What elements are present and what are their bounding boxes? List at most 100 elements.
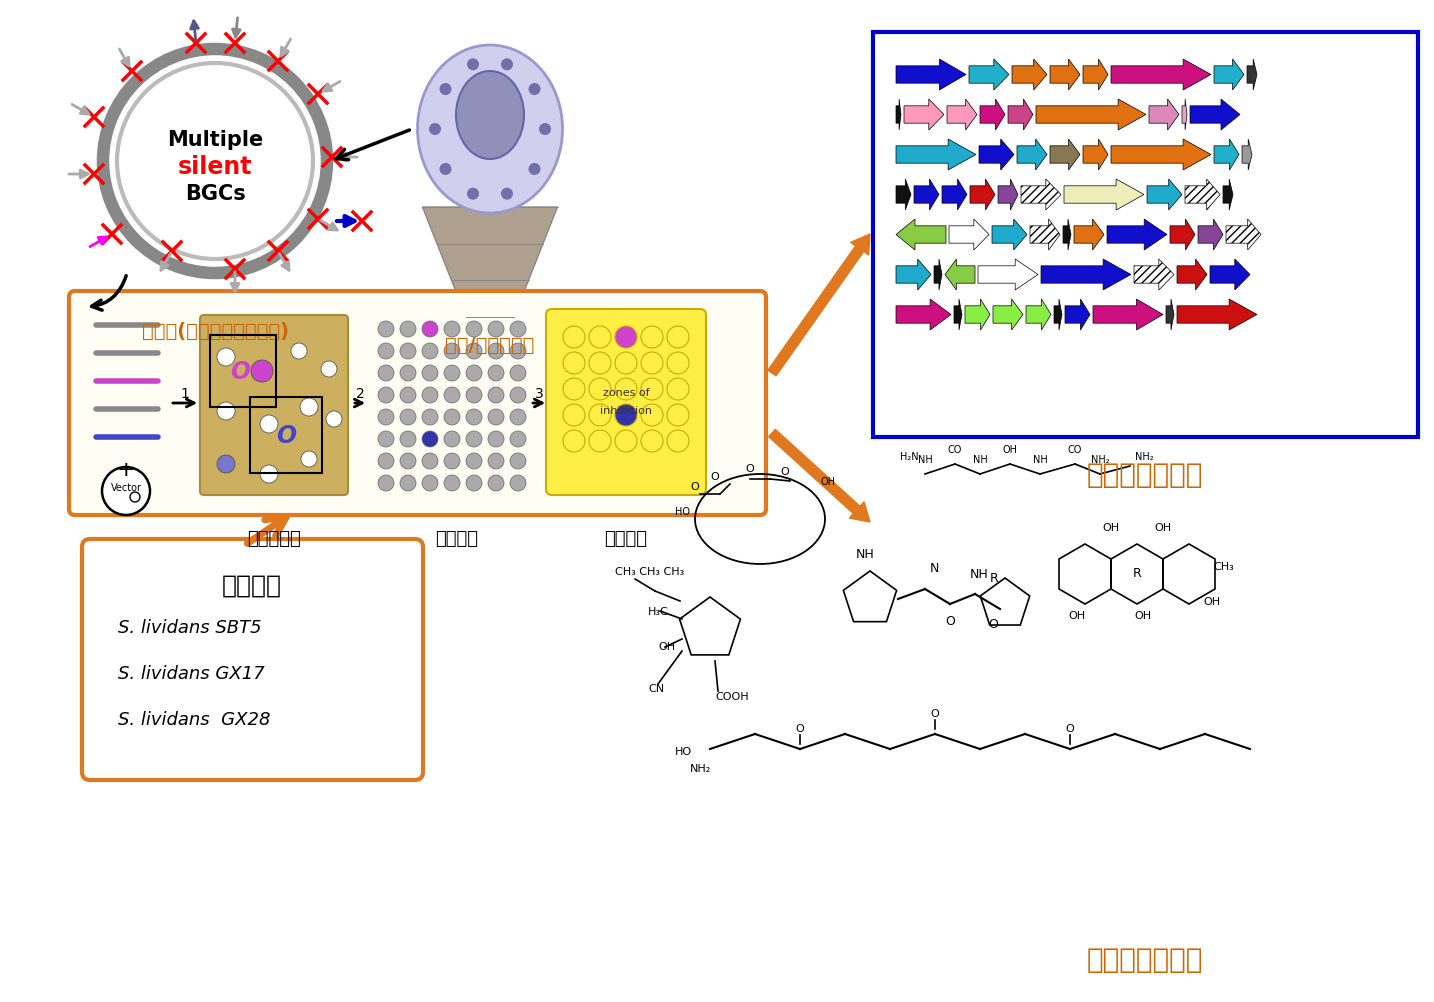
Text: OH: OH [1002, 445, 1018, 455]
Polygon shape [896, 100, 901, 131]
Circle shape [511, 344, 526, 360]
Text: 抗菌筛选: 抗菌筛选 [605, 529, 648, 547]
Polygon shape [942, 179, 967, 210]
Polygon shape [934, 260, 942, 291]
Circle shape [326, 412, 341, 428]
Polygon shape [1210, 260, 1250, 291]
Circle shape [641, 405, 663, 427]
Text: CO: CO [1068, 445, 1083, 455]
Circle shape [589, 327, 611, 349]
Circle shape [429, 124, 442, 136]
Polygon shape [969, 60, 1010, 91]
Polygon shape [1021, 179, 1061, 210]
Text: S. lividans  GX28: S. lividans GX28 [118, 710, 271, 728]
Text: O: O [1065, 723, 1074, 733]
Circle shape [445, 432, 460, 448]
Polygon shape [1248, 60, 1258, 91]
Circle shape [379, 454, 394, 470]
Polygon shape [1190, 100, 1240, 131]
FancyBboxPatch shape [82, 539, 423, 781]
Text: inhibition: inhibition [599, 406, 652, 416]
Text: O: O [796, 723, 804, 733]
Text: O: O [988, 617, 998, 630]
Polygon shape [1166, 300, 1174, 331]
Circle shape [488, 344, 503, 360]
Text: OH: OH [1103, 522, 1120, 532]
Text: O: O [780, 467, 789, 477]
Circle shape [379, 410, 394, 426]
Polygon shape [1149, 100, 1179, 131]
Polygon shape [1012, 60, 1047, 91]
Circle shape [379, 432, 394, 448]
Circle shape [400, 432, 416, 448]
Circle shape [260, 416, 278, 434]
Text: N: N [931, 561, 939, 574]
Text: NH₂: NH₂ [1134, 452, 1153, 462]
Text: 高效激活: 高效激活 [222, 573, 282, 597]
Polygon shape [1134, 260, 1174, 291]
Circle shape [251, 361, 272, 383]
Circle shape [564, 379, 585, 401]
Text: COOH: COOH [716, 691, 749, 701]
Text: 基因组文库: 基因组文库 [247, 529, 301, 547]
Circle shape [511, 322, 526, 338]
Text: HO: HO [675, 746, 693, 757]
Circle shape [422, 454, 437, 470]
Circle shape [615, 353, 637, 375]
Circle shape [615, 379, 637, 401]
FancyBboxPatch shape [546, 310, 706, 496]
Polygon shape [1083, 60, 1108, 91]
Circle shape [291, 344, 307, 360]
Circle shape [667, 405, 688, 427]
Polygon shape [1182, 100, 1187, 131]
Text: Multiple: Multiple [166, 130, 262, 150]
Polygon shape [1041, 260, 1131, 291]
Circle shape [667, 431, 688, 453]
Circle shape [529, 84, 541, 96]
Text: NH: NH [969, 567, 989, 580]
Text: CH₃: CH₃ [1213, 561, 1233, 571]
Circle shape [128, 74, 303, 249]
Circle shape [422, 432, 437, 448]
Circle shape [445, 388, 460, 404]
Polygon shape [992, 219, 1027, 250]
Circle shape [511, 410, 526, 426]
Polygon shape [1008, 100, 1032, 131]
Circle shape [667, 353, 688, 375]
Text: silent: silent [178, 155, 252, 178]
Polygon shape [1215, 140, 1239, 170]
Ellipse shape [456, 72, 523, 160]
Polygon shape [896, 179, 911, 210]
Text: H₂N: H₂N [901, 452, 919, 462]
Text: 抗菌活性化合物: 抗菌活性化合物 [1087, 945, 1203, 973]
Circle shape [400, 388, 416, 404]
Polygon shape [978, 260, 1038, 291]
Circle shape [379, 476, 394, 492]
Circle shape [379, 322, 394, 338]
Text: S. lividans GX17: S. lividans GX17 [118, 664, 265, 682]
Circle shape [321, 362, 337, 378]
Text: OH: OH [1068, 610, 1086, 620]
Circle shape [589, 353, 611, 375]
Circle shape [500, 59, 513, 71]
Polygon shape [1226, 219, 1260, 250]
Circle shape [667, 379, 688, 401]
FancyBboxPatch shape [69, 292, 766, 515]
Circle shape [400, 322, 416, 338]
Text: 2: 2 [356, 387, 364, 401]
Polygon shape [1107, 219, 1167, 250]
Text: NH: NH [972, 455, 988, 465]
Circle shape [488, 410, 503, 426]
Circle shape [466, 344, 482, 360]
Text: OH: OH [1203, 596, 1220, 606]
Circle shape [439, 163, 452, 175]
Polygon shape [1177, 260, 1207, 291]
Text: O: O [746, 464, 754, 474]
Polygon shape [998, 179, 1018, 210]
Circle shape [641, 353, 663, 375]
Text: +: + [116, 460, 135, 480]
Text: HO: HO [675, 506, 690, 516]
Text: 1: 1 [181, 387, 189, 401]
FancyBboxPatch shape [199, 316, 348, 496]
Circle shape [217, 349, 235, 367]
